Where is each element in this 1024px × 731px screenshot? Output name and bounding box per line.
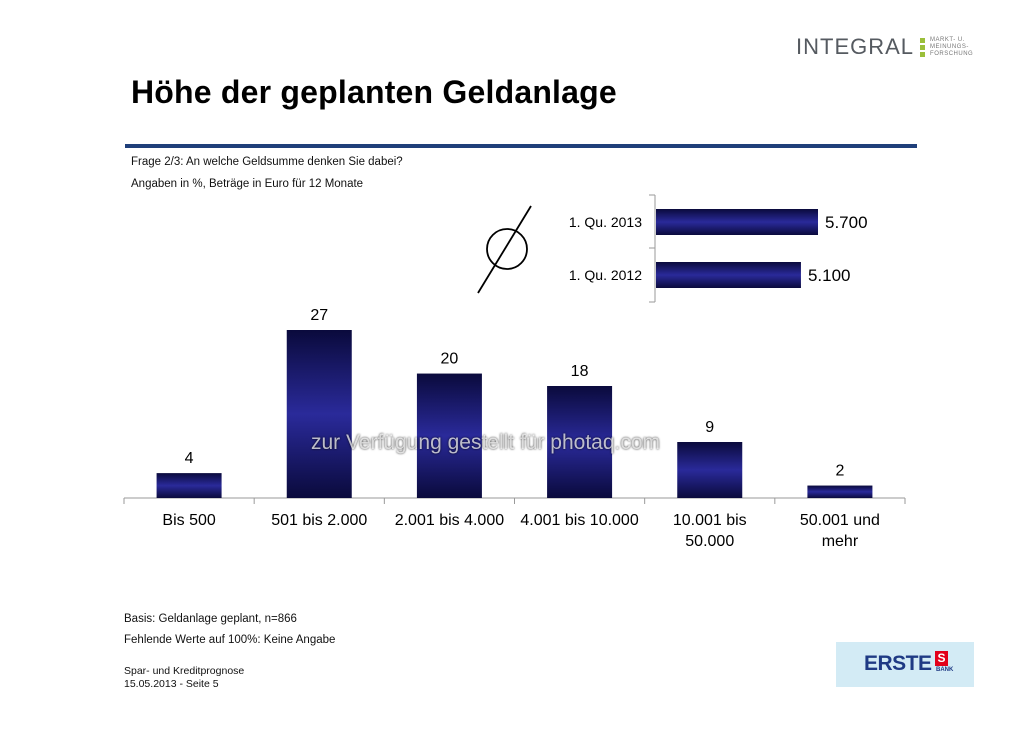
data-label: 20 (441, 351, 459, 368)
erste-logo-word: ERSTE (864, 652, 932, 675)
integral-logo-subtitle: MARKT- U. MEINUNGS- FORSCHUNG (930, 36, 974, 57)
data-label: 18 (571, 363, 589, 380)
inset-bar (656, 262, 801, 288)
x-tick-label: 4.001 bis 10.000 (520, 512, 638, 529)
watermark-text: zur Verfügung gestellt für photaq.com (311, 431, 661, 454)
page-title: Höhe der geplanten Geldanlage (131, 74, 617, 110)
data-label: 27 (310, 307, 328, 324)
erste-bank-logo: ERSTE S BANK (836, 642, 974, 687)
data-label: 9 (705, 419, 714, 436)
bar (286, 330, 352, 498)
erste-logo-bank: BANK (936, 667, 954, 673)
erste-s-icon: S (935, 651, 948, 666)
x-tick-label: 2.001 bis 4.000 (395, 512, 505, 529)
bar (547, 386, 613, 498)
integral-logo-word: INTEGRAL (796, 34, 915, 59)
x-tick-label: 50.001 und (800, 512, 880, 529)
x-tick-label: mehr (822, 533, 859, 550)
integral-logo: INTEGRAL MARKT- U. MEINUNGS- FORSCHUNG (796, 34, 973, 60)
integral-logo-mark (920, 37, 926, 57)
x-tick-label: 10.001 bis (673, 512, 747, 529)
unit-note: Angaben in %, Beträge in Euro für 12 Mon… (131, 178, 364, 190)
missing-values-note: Fehlende Werte auf 100%: Keine Angabe (124, 634, 336, 646)
bar (807, 485, 873, 498)
average-symbol-slash (477, 205, 532, 294)
x-tick-label: 501 bis 2.000 (271, 512, 367, 529)
inset-value-label: 5.100 (808, 266, 851, 285)
inset-category-label: 1. Qu. 2013 (569, 214, 642, 230)
question-text: Frage 2/3: An welche Geldsumme denken Si… (131, 156, 403, 168)
bar (677, 442, 743, 498)
data-label: 2 (835, 463, 844, 480)
x-tick-label: Bis 500 (162, 512, 215, 529)
report-name: Spar- und Kreditprognose (124, 665, 245, 677)
average-symbol-icon (477, 205, 532, 294)
bar (156, 473, 222, 498)
x-tick-label: 50.000 (685, 533, 734, 550)
inset-bar (656, 209, 818, 235)
inset-category-label: 1. Qu. 2012 (569, 267, 642, 283)
data-label: 4 (185, 450, 194, 467)
date-page: 15.05.2013 - Seite 5 (124, 678, 219, 690)
average-symbol-circle (486, 228, 528, 270)
basis-note: Basis: Geldanlage geplant, n=866 (124, 613, 297, 625)
title-divider (125, 144, 917, 148)
inset-value-label: 5.700 (825, 213, 868, 232)
bar (416, 373, 482, 498)
